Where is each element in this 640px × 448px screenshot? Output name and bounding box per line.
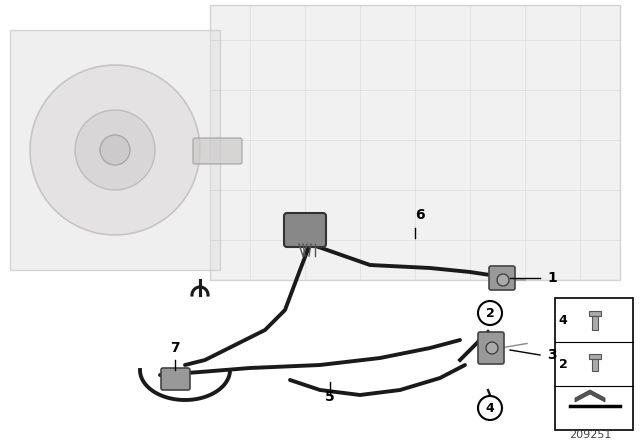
Text: 209251: 209251 [569, 430, 611, 440]
Text: 3: 3 [547, 348, 557, 362]
Circle shape [478, 301, 502, 325]
Circle shape [486, 342, 498, 354]
Polygon shape [575, 390, 605, 402]
Circle shape [30, 65, 200, 235]
Text: 2: 2 [486, 306, 494, 319]
Text: 4: 4 [486, 401, 494, 414]
FancyBboxPatch shape [478, 332, 504, 364]
Circle shape [497, 274, 509, 286]
Text: 2: 2 [559, 358, 568, 370]
FancyBboxPatch shape [161, 368, 190, 390]
Circle shape [478, 396, 502, 420]
Text: 7: 7 [170, 341, 180, 355]
Text: 5: 5 [325, 390, 335, 404]
Bar [589, 354, 601, 359]
FancyBboxPatch shape [555, 298, 633, 430]
Bar [592, 359, 598, 371]
FancyBboxPatch shape [489, 266, 515, 290]
Text: 4: 4 [559, 314, 568, 327]
FancyBboxPatch shape [284, 213, 326, 247]
Polygon shape [10, 30, 220, 270]
Circle shape [75, 110, 155, 190]
Text: 6: 6 [415, 208, 425, 222]
Polygon shape [210, 5, 620, 280]
Bar [589, 311, 601, 316]
FancyBboxPatch shape [193, 138, 242, 164]
Bar [592, 316, 598, 330]
Text: 1: 1 [547, 271, 557, 285]
Circle shape [100, 135, 130, 165]
